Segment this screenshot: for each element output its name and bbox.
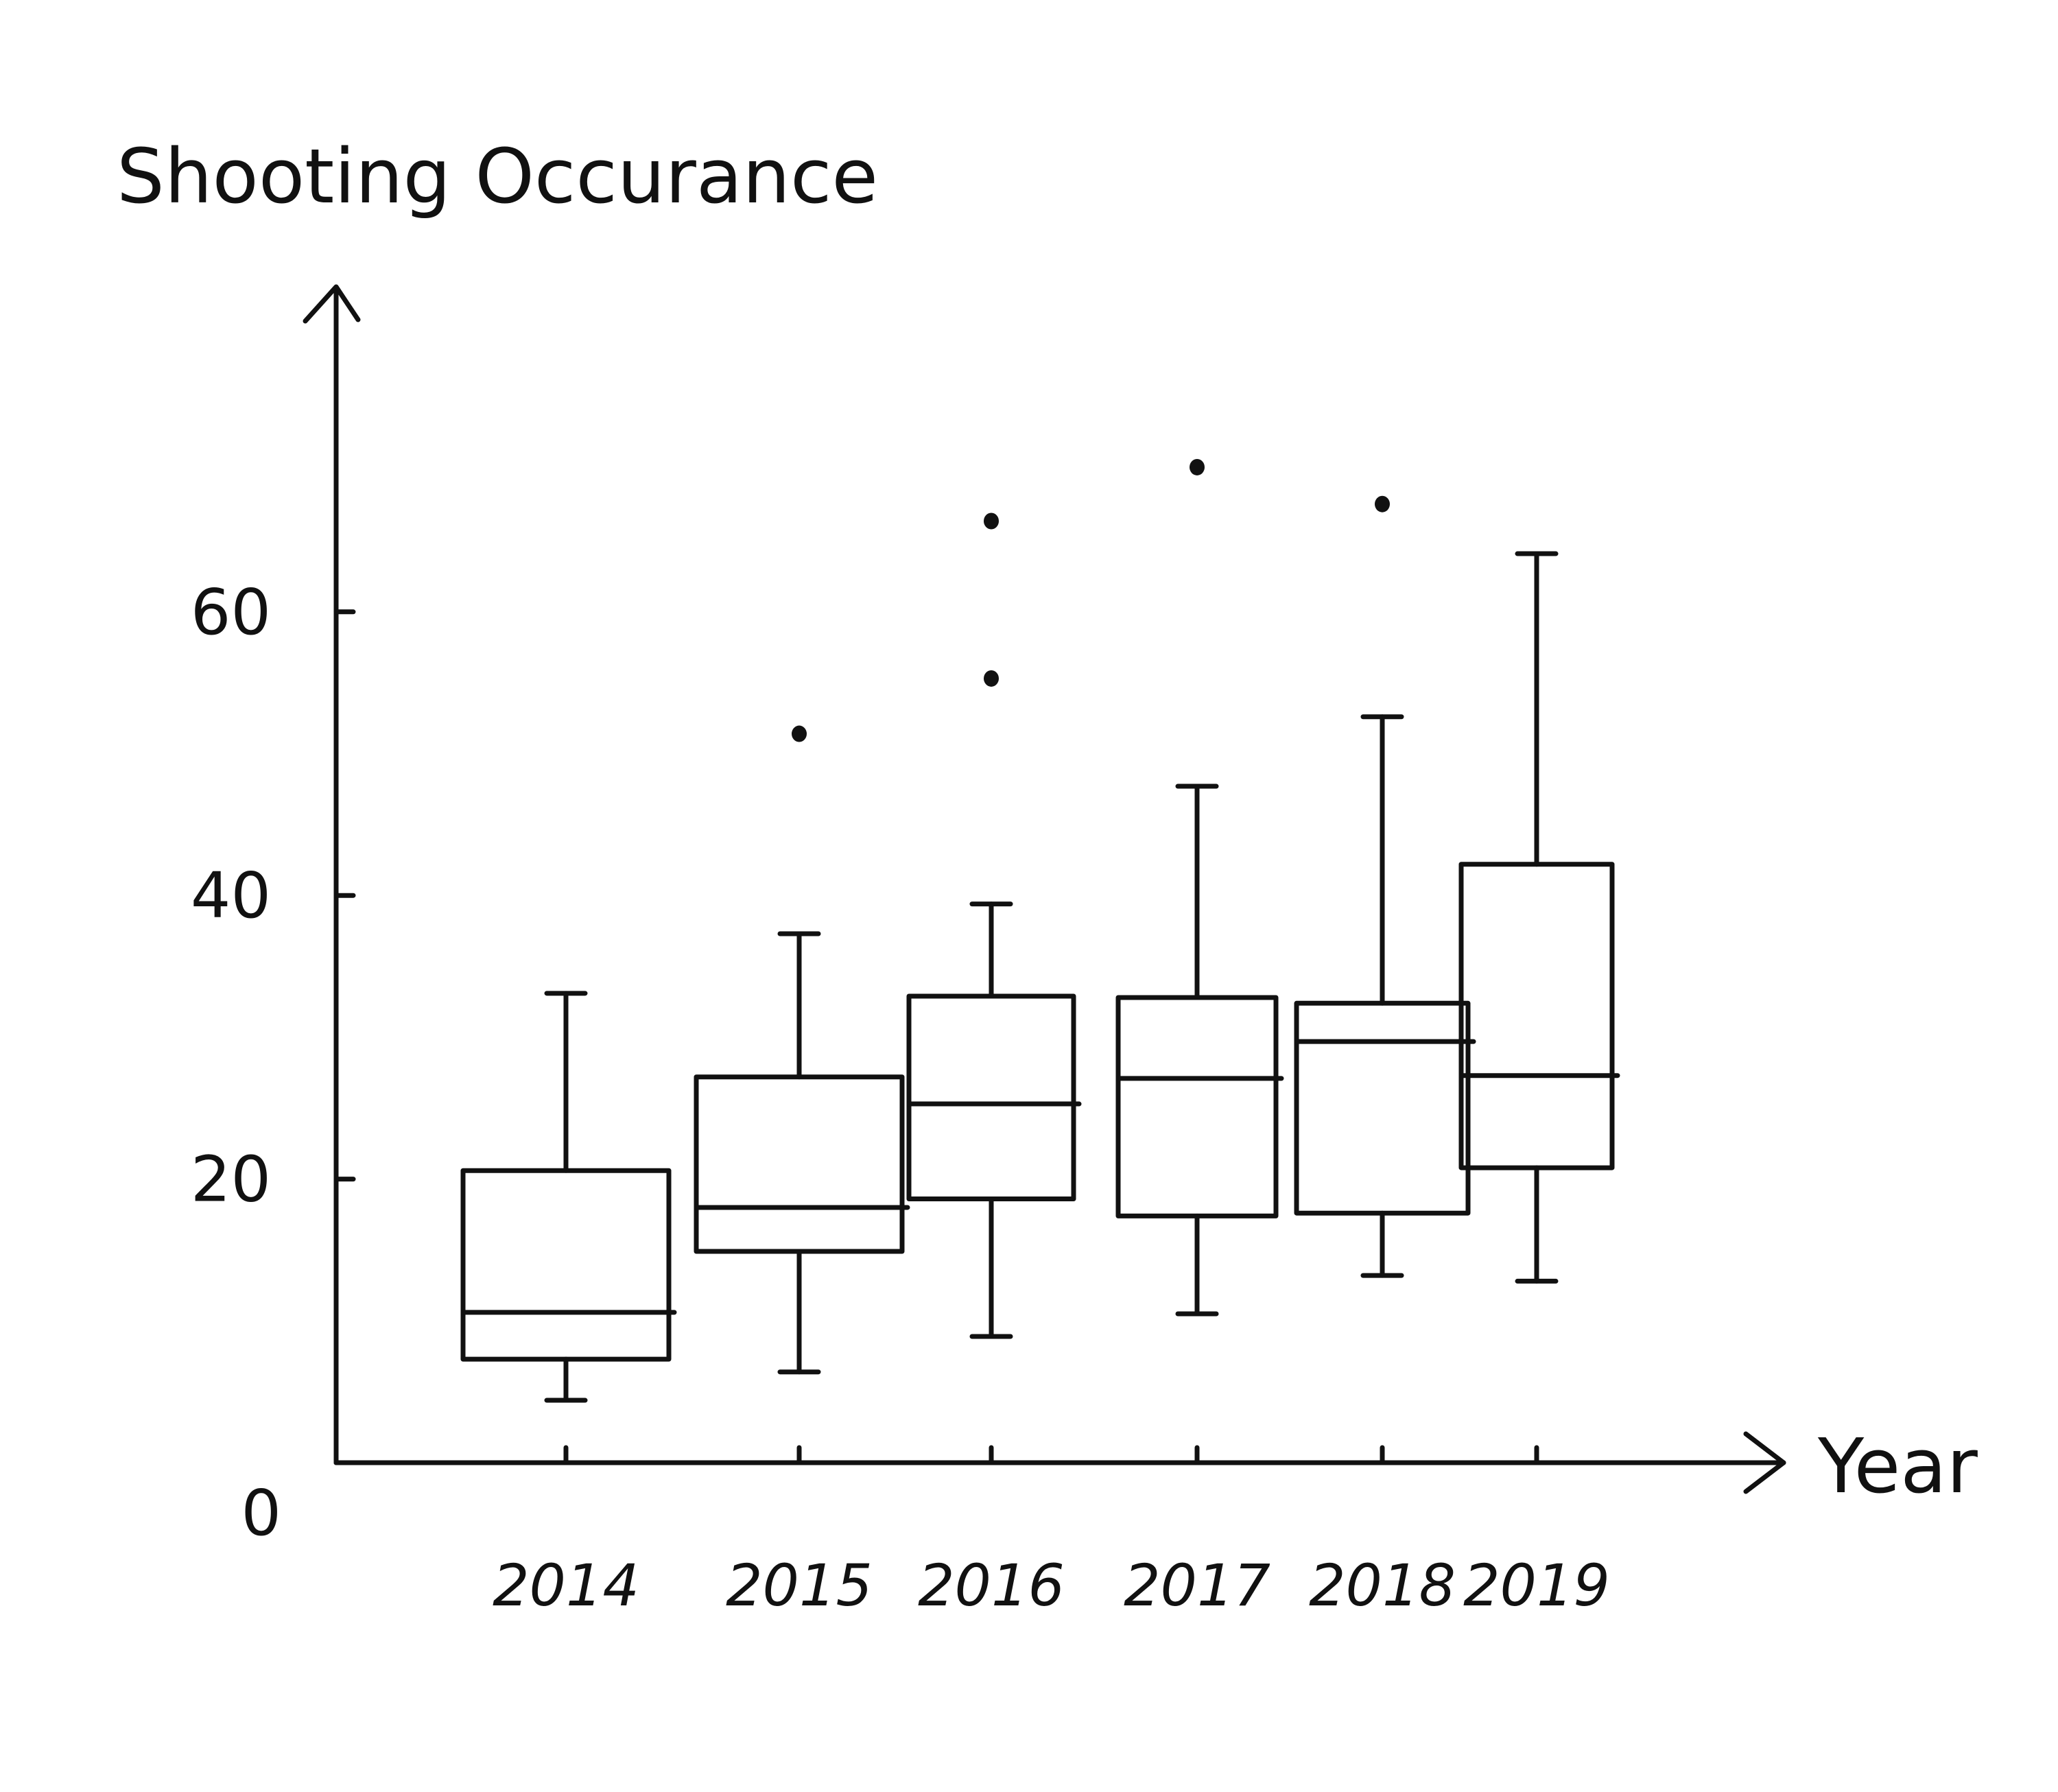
x-tick-label-2017: 2017: [1124, 1552, 1270, 1619]
y-axis-arrowhead: [303, 284, 361, 324]
x-tick-label-2014: 2014: [493, 1552, 639, 1619]
y-ticks: 0 20 40 60: [191, 576, 356, 1550]
box-iqr-2018: [1294, 1000, 1471, 1216]
box-2017: [1115, 458, 1284, 1317]
outlier-2015-1: [792, 725, 807, 742]
y-axis-title: Shooting Occurance: [117, 132, 878, 220]
x-tick-label-2015: 2015: [726, 1552, 873, 1619]
box-2016: [906, 512, 1082, 1339]
box-2015: [694, 725, 910, 1375]
box-2014: [460, 991, 677, 1403]
x-tick-label-2018: 2018: [1309, 1552, 1456, 1619]
box-iqr-2017: [1115, 995, 1279, 1218]
x-tick-label-2019: 2019: [1463, 1552, 1610, 1619]
y-tick-label-40: 40: [191, 859, 271, 932]
outlier-2018-1: [1375, 495, 1390, 512]
box-iqr-2015: [694, 1074, 905, 1254]
x-tick-label-2016: 2016: [918, 1552, 1065, 1619]
y-tick-label-60: 60: [191, 576, 271, 649]
y-tick-label-20: 20: [191, 1143, 271, 1216]
x-axis: [333, 1431, 1786, 1494]
x-ticks: 2014 2015 2016 2017 2018 2019: [493, 1445, 1610, 1619]
y-axis: [303, 284, 361, 1465]
box-iqr-2016: [906, 993, 1076, 1202]
outlier-2017-1: [1190, 458, 1205, 475]
x-axis-title: Year: [1817, 1422, 1978, 1510]
x-axis-arrowhead: [1743, 1431, 1786, 1494]
box-iqr-2019: [1458, 862, 1615, 1170]
outlier-2016-1: [984, 670, 999, 687]
box-iqr-2014: [460, 1168, 672, 1362]
outlier-2016-2: [984, 512, 999, 530]
y-tick-label-0: 0: [241, 1476, 281, 1550]
box-2018: [1294, 495, 1476, 1278]
box-2019: [1458, 551, 1620, 1284]
boxes: [460, 458, 1620, 1403]
